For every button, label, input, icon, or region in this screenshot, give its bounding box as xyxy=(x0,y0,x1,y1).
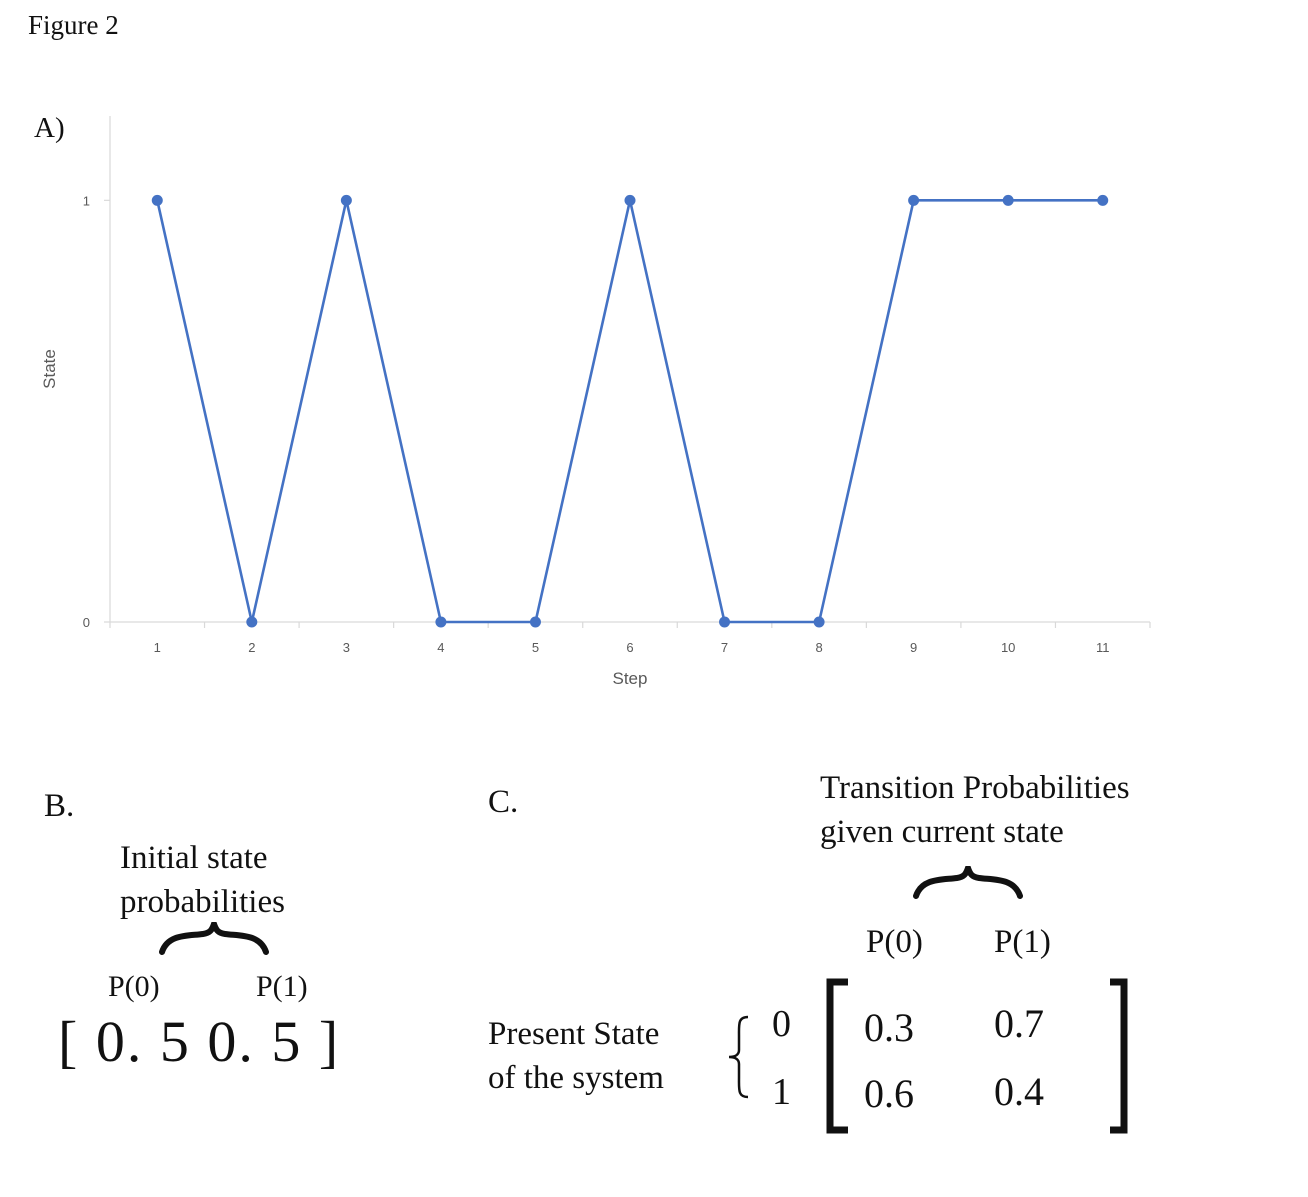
initial-p0-label: P(0) xyxy=(108,970,160,1003)
chart-series xyxy=(151,194,1109,628)
figure-title: Figure 2 xyxy=(28,10,119,40)
data-point xyxy=(1097,194,1109,206)
y-axis-title: State xyxy=(40,349,59,389)
initial-state-title-line2: probabilities xyxy=(120,884,285,920)
x-tick-label: 2 xyxy=(248,640,255,655)
data-point xyxy=(908,194,920,206)
data-point xyxy=(246,616,258,628)
series-line xyxy=(156,199,1103,624)
data-point xyxy=(340,194,352,206)
matrix-cell-1-1: 0.4 xyxy=(994,1069,1044,1114)
state-line-chart: 1 2 3 4 5 6 7 8 9 10 11 0 1 Step State xyxy=(40,116,1151,688)
x-tick-label: 9 xyxy=(910,640,917,655)
panel-a-label: A) xyxy=(34,112,65,144)
data-point xyxy=(435,616,447,628)
transition-title-line2: given current state xyxy=(820,814,1064,850)
data-point xyxy=(151,194,163,206)
x-tick-label: 10 xyxy=(1001,640,1015,655)
row-state-0-label: 0 xyxy=(772,1003,791,1045)
matrix-brackets xyxy=(826,978,1128,1134)
x-tick-label: 3 xyxy=(343,640,350,655)
x-tick-label: 4 xyxy=(437,640,444,655)
transition-col-p1-label: P(1) xyxy=(994,924,1051,960)
x-tick-label: 6 xyxy=(626,640,633,655)
chart-ticks: 1 2 3 4 5 6 7 8 9 10 11 0 1 xyxy=(83,193,1110,655)
transition-col-p0-label: P(0) xyxy=(866,924,923,960)
x-tick-label: 1 xyxy=(154,640,161,655)
data-point xyxy=(1002,194,1014,206)
transition-title-line1: Transition Probabilities xyxy=(820,770,1130,806)
panel-b-label: B. xyxy=(44,788,75,824)
y-tick-label: 0 xyxy=(83,615,90,630)
chart-axes xyxy=(104,116,1151,628)
x-tick-label: 11 xyxy=(1096,640,1110,655)
x-tick-label: 5 xyxy=(532,640,539,655)
data-point xyxy=(813,616,825,628)
initial-probability-vector: [ 0. 5 0. 5 ] xyxy=(58,1009,341,1074)
panel-c-brace-icon xyxy=(913,866,1023,899)
x-tick-label: 8 xyxy=(815,640,822,655)
initial-p1-label: P(1) xyxy=(256,970,308,1003)
matrix-cell-1-0: 0.6 xyxy=(864,1071,914,1116)
matrix-cell-0-1: 0.7 xyxy=(994,1001,1044,1046)
x-tick-label: 7 xyxy=(721,640,728,655)
data-point xyxy=(719,616,731,628)
panel-b-brace-icon xyxy=(159,922,269,955)
y-tick-label: 1 xyxy=(83,193,90,208)
row-brace-icon xyxy=(728,1015,749,1099)
panel-c-label: C. xyxy=(488,784,519,820)
matrix-cell-0-0: 0.3 xyxy=(864,1005,914,1050)
initial-state-title-line1: Initial state xyxy=(120,840,268,876)
data-point xyxy=(624,194,636,206)
present-state-label-line2: of the system xyxy=(488,1060,664,1096)
present-state-label-line1: Present State xyxy=(488,1016,660,1052)
data-point xyxy=(529,616,541,628)
row-state-1-label: 1 xyxy=(772,1071,791,1113)
x-axis-title: Step xyxy=(613,669,648,688)
